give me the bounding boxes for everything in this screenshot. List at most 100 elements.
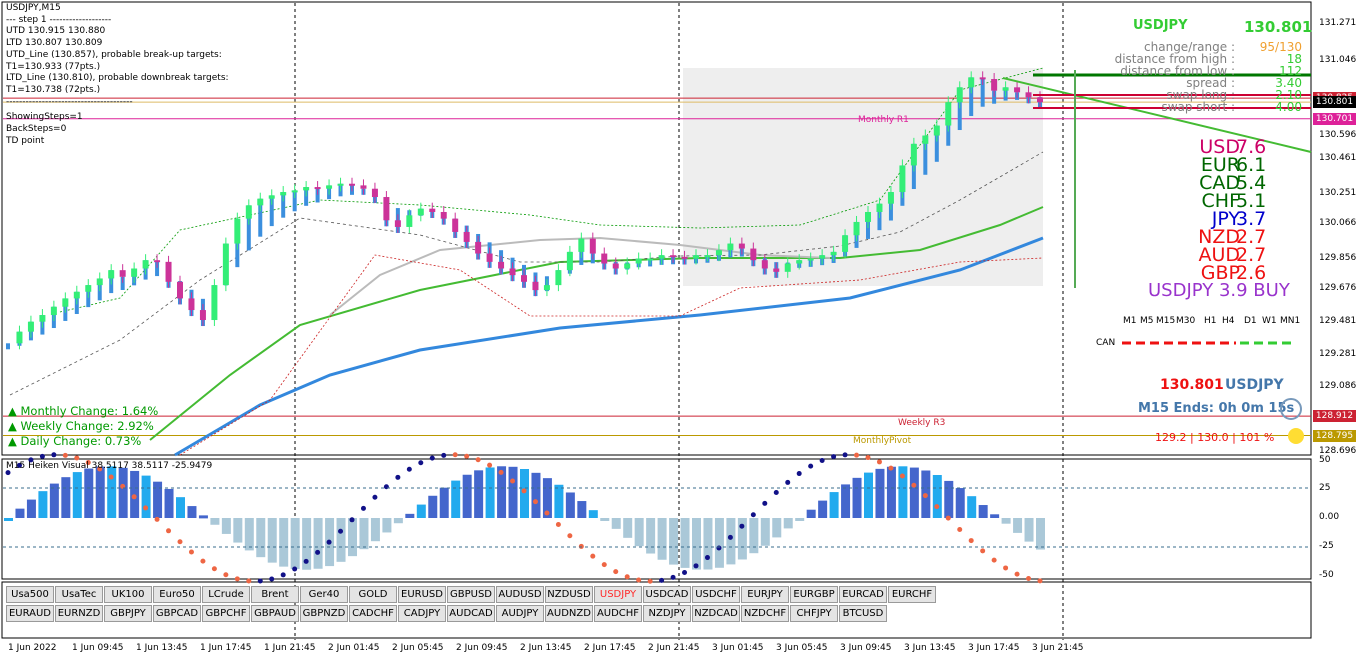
osc-dot bbox=[464, 453, 470, 459]
symbol-button[interactable]: NZDUSD bbox=[545, 586, 593, 603]
y-tick-label: 130.596 bbox=[1319, 130, 1357, 141]
symbol-button[interactable]: BTCUSD bbox=[839, 605, 887, 622]
level-lines bbox=[3, 97, 1311, 437]
y-tick-label: 128.696 bbox=[1319, 446, 1357, 456]
osc-bar bbox=[416, 504, 426, 518]
symbol-button[interactable]: UsaTec bbox=[55, 586, 103, 603]
symbol-button[interactable]: GOLD bbox=[349, 586, 397, 603]
panel-stat-label: swap short : bbox=[1161, 100, 1235, 114]
symbol-button[interactable]: GBPAUD bbox=[251, 605, 299, 622]
candle-body bbox=[199, 310, 206, 321]
timeframe-label: M1 bbox=[1123, 316, 1137, 326]
candle-body bbox=[417, 208, 424, 216]
osc-dot bbox=[85, 460, 91, 466]
symbol-button[interactable]: AUDUSD bbox=[496, 586, 544, 603]
panel-stat-row: distance from high : 18 bbox=[1115, 53, 1302, 65]
osc-dot bbox=[934, 504, 940, 510]
symbol-button[interactable]: AUDCAD bbox=[447, 605, 495, 622]
osc-bar bbox=[737, 518, 747, 560]
x-tick-label: 3 Jun 01:45 bbox=[712, 643, 764, 653]
candle-body bbox=[521, 275, 527, 282]
symbol-button[interactable]: Ger40 bbox=[300, 586, 348, 603]
osc-bar bbox=[818, 500, 828, 518]
symbol-button[interactable]: NZDJPY bbox=[643, 605, 691, 622]
symbol-button[interactable]: LCrude bbox=[202, 586, 250, 603]
symbol-button[interactable]: AUDNZD bbox=[545, 605, 593, 622]
symbol-button[interactable]: GBPJPY bbox=[104, 605, 152, 622]
osc-dot bbox=[418, 460, 424, 466]
symbol-button[interactable]: Usa500 bbox=[6, 586, 54, 603]
osc-bar bbox=[256, 518, 266, 558]
osc-bar bbox=[107, 466, 117, 518]
y-tick-label: 129.856 bbox=[1319, 253, 1357, 264]
symbol-button[interactable]: Brent bbox=[251, 586, 299, 603]
y-tick-label: 129.481 bbox=[1319, 315, 1357, 326]
symbol-button[interactable]: EURNZD bbox=[55, 605, 103, 622]
symbol-button[interactable]: CADJPY bbox=[398, 605, 446, 622]
candle-body bbox=[612, 263, 619, 269]
daily-change-text: Daily Change: 0.73% bbox=[20, 434, 142, 448]
osc-bar bbox=[1013, 518, 1023, 533]
osc-bar bbox=[542, 478, 552, 518]
symbol-button[interactable]: EURJPY bbox=[741, 586, 789, 603]
symbol-button[interactable]: NZDCHF bbox=[741, 605, 789, 622]
panel-stat-label: distance from high : bbox=[1114, 52, 1235, 66]
symbol-button[interactable]: GBPUSD bbox=[447, 586, 495, 603]
osc-bar bbox=[95, 466, 105, 518]
symbol-button[interactable]: CADCHF bbox=[349, 605, 397, 622]
osc-bar bbox=[359, 518, 369, 550]
osc-bar bbox=[370, 518, 380, 542]
osc-bar bbox=[714, 518, 724, 568]
candle-body bbox=[910, 143, 917, 166]
symbol-button[interactable]: EURCAD bbox=[839, 586, 887, 603]
candle-body bbox=[486, 253, 493, 262]
osc-bar bbox=[1001, 518, 1011, 524]
symbol-button[interactable]: EURGBP bbox=[790, 586, 838, 603]
symbol-button[interactable]: CHFJPY bbox=[790, 605, 838, 622]
symbol-button[interactable]: USDCAD bbox=[643, 586, 691, 603]
currency-value: 7.6 bbox=[1236, 136, 1267, 158]
oscillator-title: M15 Heiken Visual 38.5117 38.5117 -25.94… bbox=[6, 461, 213, 471]
symbol-button[interactable]: GBPNZD bbox=[300, 605, 348, 622]
osc-bar bbox=[405, 513, 415, 518]
symbol-button[interactable]: NZDCAD bbox=[692, 605, 740, 622]
symbol-button[interactable]: EURAUD bbox=[6, 605, 54, 622]
trend-lines bbox=[1002, 70, 1312, 288]
symbol-button[interactable]: USDCHF bbox=[692, 586, 740, 603]
info-line: --- step 1 ------------------- bbox=[6, 14, 112, 25]
symbol-button[interactable]: EURUSD bbox=[398, 586, 446, 603]
osc-dot bbox=[842, 452, 848, 458]
osc-dot bbox=[441, 452, 447, 458]
osc-dot bbox=[957, 527, 963, 533]
osc-bar bbox=[806, 509, 816, 518]
panel-price: 130.801 bbox=[1244, 18, 1313, 36]
candle-body bbox=[39, 315, 46, 322]
symbol-button[interactable]: AUDJPY bbox=[496, 605, 544, 622]
osc-bar bbox=[141, 475, 151, 518]
symbol-button[interactable]: EURCHF bbox=[888, 586, 936, 603]
osc-dot bbox=[498, 469, 504, 475]
osc-levels bbox=[3, 487, 1310, 548]
osc-bar bbox=[164, 488, 174, 518]
osc-bar bbox=[932, 475, 942, 518]
panel-stat-row: distance from low : 112 bbox=[1120, 65, 1302, 77]
symbol-button[interactable]: GBPCAD bbox=[153, 605, 201, 622]
osc-tick-label: -25 bbox=[1319, 540, 1334, 551]
symbol-button[interactable]: Euro50 bbox=[153, 586, 201, 603]
symbol-button[interactable]: USDJPY bbox=[594, 586, 642, 603]
candle-body bbox=[509, 268, 516, 276]
candle-body bbox=[429, 208, 436, 212]
osc-dot bbox=[773, 489, 779, 495]
osc-bar bbox=[508, 466, 518, 518]
symbol-button[interactable]: GBPCHF bbox=[202, 605, 250, 622]
symbol-button[interactable]: AUDCHF bbox=[594, 605, 642, 622]
can-label: CAN bbox=[1096, 338, 1116, 348]
y-tick-label: 129.086 bbox=[1319, 381, 1357, 392]
band-bar bbox=[155, 261, 160, 277]
osc-bar bbox=[565, 492, 575, 518]
candle-body bbox=[601, 253, 608, 264]
band-bar bbox=[934, 125, 939, 162]
symbol-button[interactable]: UK100 bbox=[104, 586, 152, 603]
